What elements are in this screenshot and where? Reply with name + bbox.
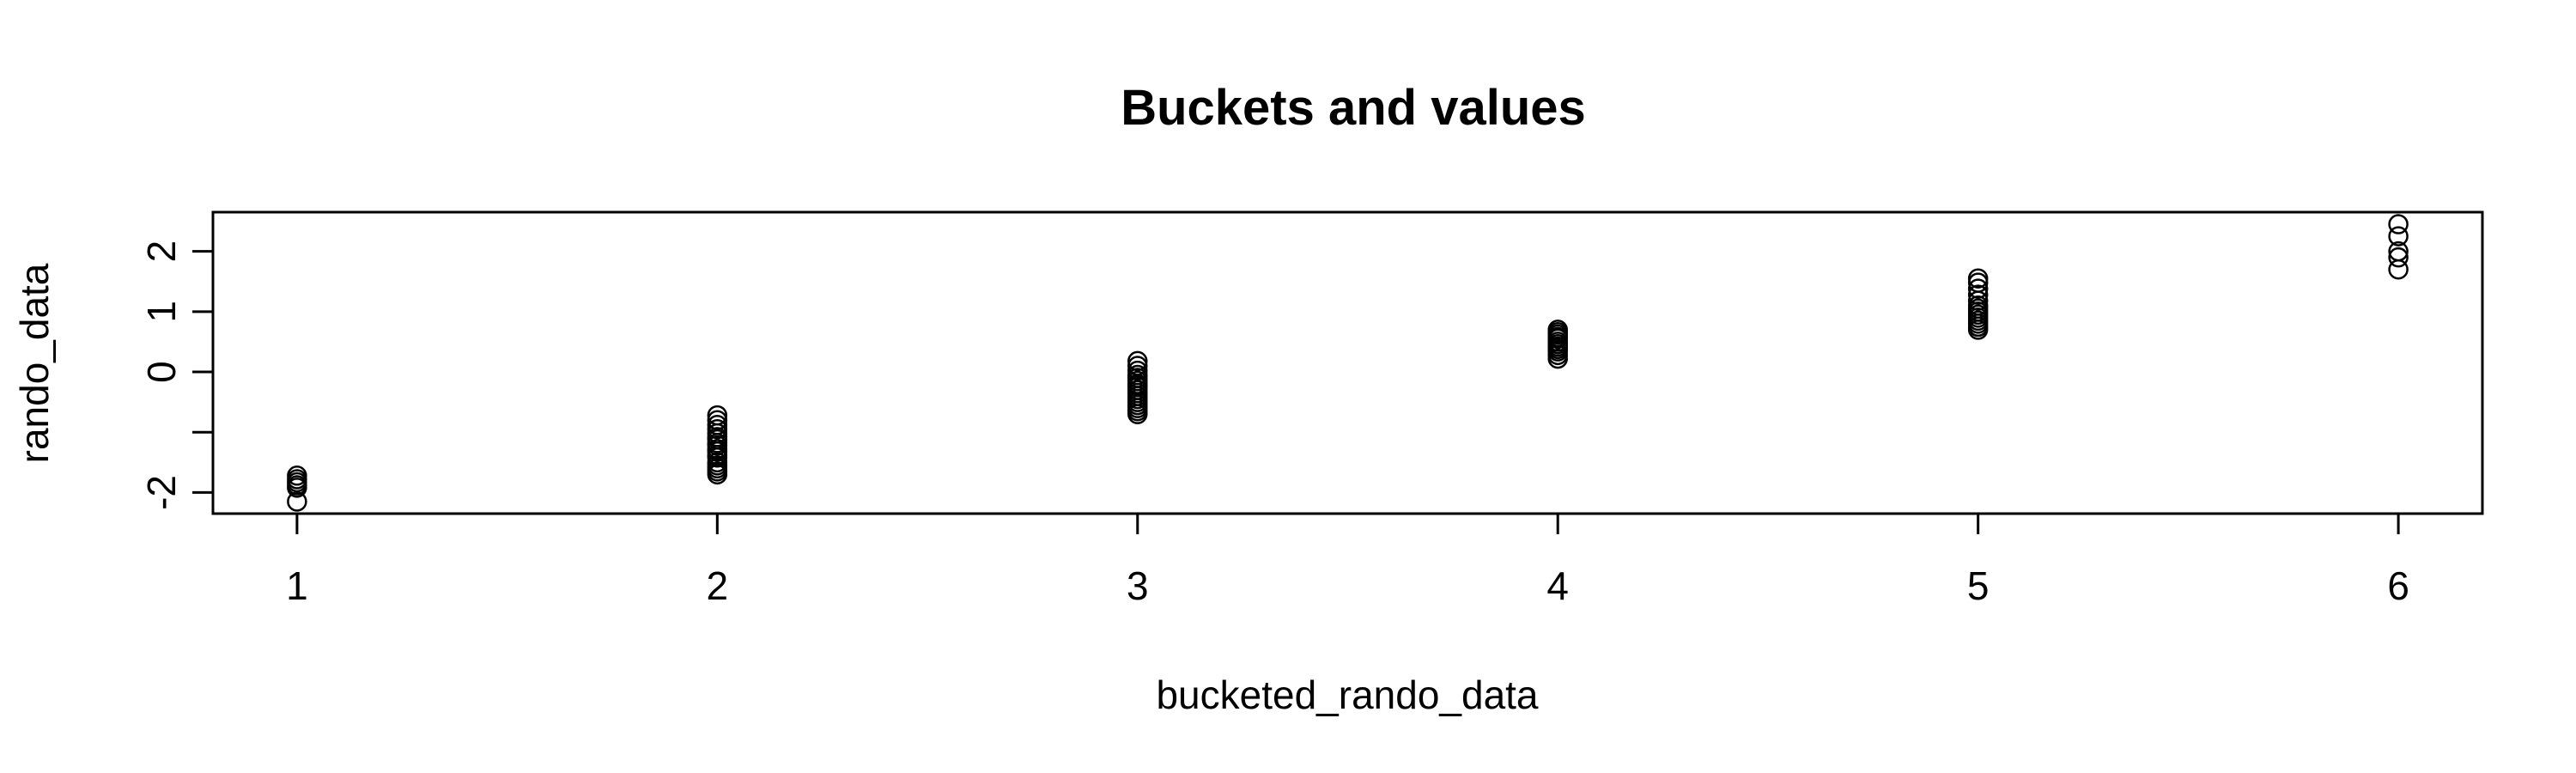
data-point xyxy=(1967,290,1989,311)
y-axis-ticks: -2 0 1 2 xyxy=(139,240,213,510)
data-point xyxy=(2388,259,2409,280)
data-points xyxy=(287,214,2409,512)
x-axis-ticks: 1 2 3 4 5 6 xyxy=(286,514,2409,608)
chart-title: Buckets and values xyxy=(1121,80,1586,136)
plot-area xyxy=(211,210,2484,515)
data-point xyxy=(2388,214,2409,234)
x-tick-label-5: 5 xyxy=(1967,563,1990,608)
x-tick-label-2: 2 xyxy=(707,563,729,608)
data-point xyxy=(1127,374,1148,396)
y-tick-label-0: 0 xyxy=(139,361,184,383)
data-point xyxy=(1127,350,1148,372)
data-point xyxy=(1547,348,1568,369)
x-tick-label-6: 6 xyxy=(2387,563,2409,608)
data-point xyxy=(707,447,728,468)
data-point xyxy=(287,491,307,512)
data-point xyxy=(287,478,307,498)
data-point xyxy=(1967,284,1989,305)
y-tick-label-2: 2 xyxy=(139,240,184,263)
data-point xyxy=(707,410,728,430)
data-point xyxy=(2388,226,2409,247)
data-point xyxy=(1127,404,1148,424)
y-tick-label--2: -2 xyxy=(139,475,184,510)
x-axis-label: bucketed_rando_data xyxy=(1156,673,1538,717)
x-tick-label-4: 4 xyxy=(1546,563,1569,608)
data-point xyxy=(2388,247,2409,268)
y-tick-label-1: 1 xyxy=(139,301,184,323)
x-tick-label-1: 1 xyxy=(286,563,308,608)
x-tick-label-3: 3 xyxy=(1127,563,1149,608)
data-point xyxy=(707,464,728,485)
data-point xyxy=(1967,320,1989,340)
y-axis-label: rando_data xyxy=(12,263,57,463)
data-point xyxy=(1967,278,1989,299)
